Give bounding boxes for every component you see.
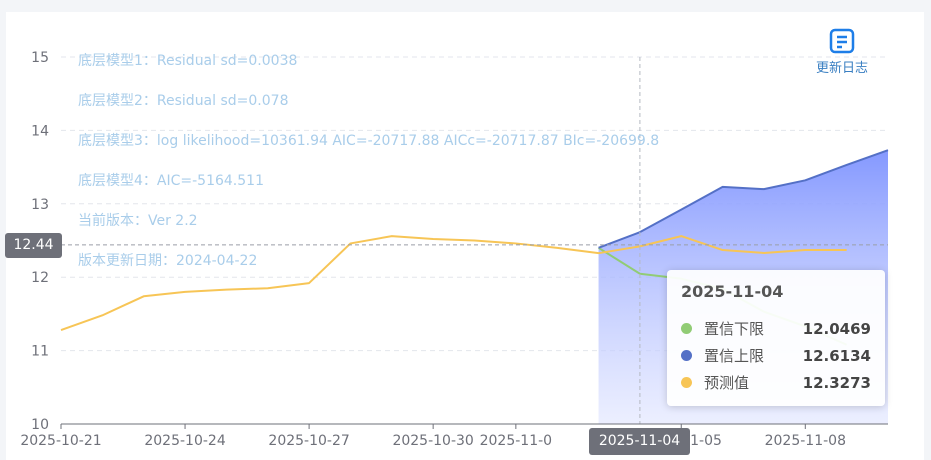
tooltip-series-name: 置信下限 (704, 320, 765, 338)
x-axis-pointer-label: 2025-11-04 (589, 428, 690, 455)
model4-info: 底层模型4：AIC=-5164.511 (78, 173, 264, 189)
x-tick-label: 2025-10-27 (268, 433, 349, 449)
tooltip-row: 置信下限 12.0469 (681, 315, 871, 342)
tooltip-series-value: 12.0469 (802, 319, 871, 338)
y-tick-label: 15 (31, 50, 49, 66)
tooltip-series-name: 置信上限 (704, 347, 765, 365)
y-tick-label: 13 (31, 197, 49, 213)
x-tick-label: 2025-11-0 (480, 433, 552, 449)
upper-bound-dot-icon (681, 350, 692, 361)
x-tick-label: 2025-10-24 (144, 433, 225, 449)
tooltip-series-name: 预测值 (704, 374, 750, 392)
chart-tooltip: 2025-11-04 置信下限 12.0469 置信上限 12.6134 预测值… (667, 270, 885, 406)
update-date-info: 版本更新日期：2024-04-22 (78, 253, 258, 269)
document-icon (829, 28, 855, 54)
forecast-dot-icon (681, 377, 692, 388)
y-axis-pointer-label: 12.44 (5, 233, 62, 258)
tooltip-date: 2025-11-04 (681, 282, 784, 301)
model3-info: 底层模型3：log likelihood=10361.94 AIC=-20717… (78, 133, 660, 149)
version-info: 当前版本：Ver 2.2 (78, 213, 198, 229)
y-tick-label: 10 (31, 417, 49, 433)
forecast-line (60, 235, 847, 331)
y-tick-label: 14 (31, 123, 49, 139)
y-tick-label: 11 (31, 344, 49, 360)
tooltip-series-value: 12.3273 (802, 373, 871, 392)
model1-info: 底层模型1：Residual sd=0.0038 (78, 53, 298, 69)
tooltip-row: 置信上限 12.6134 (681, 342, 871, 369)
y-tick-label: 12 (31, 270, 49, 286)
upper-bound-line (598, 149, 889, 249)
x-tick-label: 2025-10-21 (20, 433, 101, 449)
model2-info: 底层模型2：Residual sd=0.078 (78, 93, 289, 109)
tooltip-series-value: 12.6134 (802, 346, 871, 365)
lower-bound-dot-icon (681, 323, 692, 334)
changelog-label: 更新日志 (815, 61, 868, 76)
tooltip-row: 预测值 12.3273 (681, 369, 871, 396)
x-tick-label: 2025-11-08 (765, 433, 846, 449)
x-tick-label: 2025-10-30 (392, 433, 473, 449)
changelog-button[interactable]: 更新日志 (810, 28, 874, 76)
